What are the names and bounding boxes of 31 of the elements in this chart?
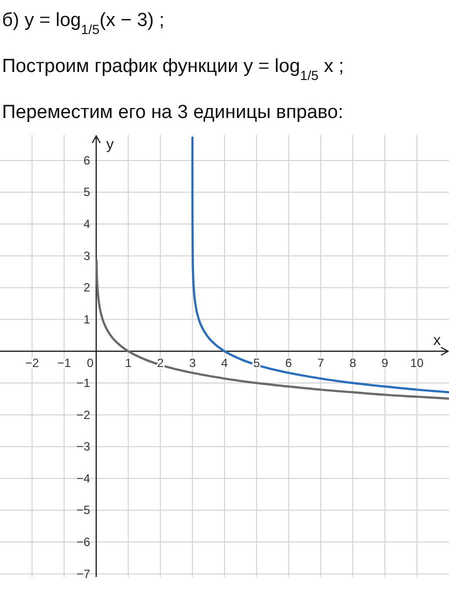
y-tick-label: 3 [84, 248, 91, 263]
x-tick-label: 6 [285, 356, 292, 370]
y-tick-label: −4 [76, 471, 91, 486]
line-series [95, 259, 449, 400]
x-tick-label: 4 [221, 356, 228, 370]
y-tick-label: 4 [84, 217, 91, 232]
y-tick-label: −5 [76, 503, 91, 518]
y-tick-label: −6 [76, 535, 91, 550]
text: Переместим его на 3 единицы вправо: [2, 102, 344, 123]
x-axis-title: x [433, 332, 442, 350]
x-tick-label: −1 [57, 356, 72, 370]
x-tick-label: 0 [86, 356, 94, 370]
y-tick-label: −7 [76, 566, 91, 581]
x-tick-label: 9 [382, 356, 389, 370]
x-tick-label: 8 [349, 356, 356, 370]
y-tick-label: 6 [84, 153, 91, 168]
x-tick-label: 3 [189, 356, 196, 370]
text: Построим график функции y = log$_{1/5}$ x ; [2, 56, 344, 82]
x-tick-label: 10 [410, 356, 424, 370]
y-tick-label: −3 [76, 440, 91, 454]
chart-title: б) y = log$_{1/5}$(x − 3) ; [2, 10, 164, 36]
y-tick-label: −1 [76, 376, 91, 390]
x-tick-label: −2 [25, 356, 40, 370]
x-tick-label: 7 [317, 356, 324, 370]
line-series [191, 136, 449, 394]
y-tick-label: −2 [76, 408, 91, 422]
y-tick-label: 1 [84, 312, 91, 326]
y-tick-label: 2 [84, 280, 91, 295]
x-tick-label: 1 [124, 356, 132, 370]
y-tick-label: 5 [84, 185, 91, 200]
y-axis-title: y [106, 136, 114, 153]
